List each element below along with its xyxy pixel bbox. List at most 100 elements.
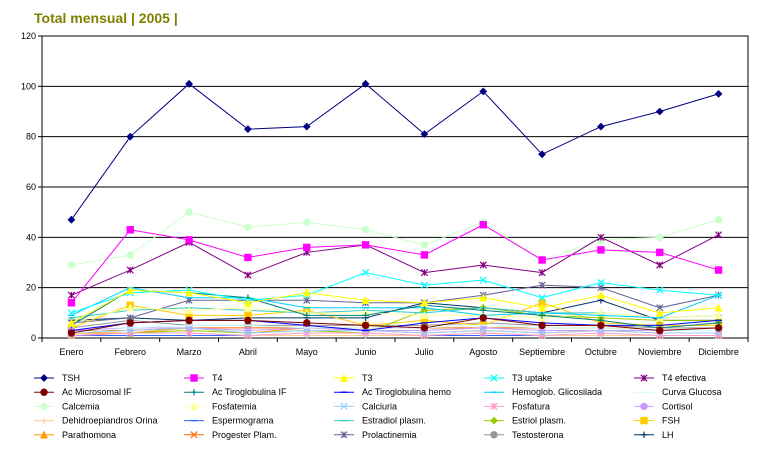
legend-label: Hemoglob. Glicosilada bbox=[512, 387, 602, 397]
series-line bbox=[71, 234, 719, 296]
x-tick-label: Marzo bbox=[177, 347, 202, 357]
data-point bbox=[243, 298, 252, 307]
x-tick-label: Noviembre bbox=[638, 347, 682, 357]
legend-item: Testosterona bbox=[484, 430, 564, 440]
data-point bbox=[714, 324, 723, 332]
legend-item: Estradiol plasm. bbox=[334, 416, 426, 426]
data-point bbox=[420, 311, 429, 320]
legend-item: Fosfatemia bbox=[184, 401, 257, 411]
series-line bbox=[71, 287, 719, 319]
data-point bbox=[361, 241, 370, 249]
data-point bbox=[361, 268, 370, 277]
data-point bbox=[361, 295, 370, 304]
legend-label: Curva Glucosa bbox=[662, 387, 722, 397]
legend-label: Estradiol plasm. bbox=[362, 416, 426, 426]
legend-item: Fosfatura bbox=[484, 401, 550, 411]
data-point bbox=[479, 276, 487, 284]
x-axis-ticks: Enero Febrero Marzo Abril Mayo Junio Julio Agos… bbox=[59, 347, 738, 357]
data-point bbox=[67, 299, 76, 307]
data-point bbox=[655, 308, 664, 317]
data-point bbox=[303, 243, 311, 252]
data-point bbox=[479, 326, 487, 335]
data-point bbox=[538, 256, 546, 264]
data-point bbox=[714, 216, 723, 224]
legend-marker bbox=[40, 402, 48, 411]
data-point bbox=[302, 122, 311, 131]
legend-item: Prolactinemia bbox=[334, 430, 417, 440]
legend-label: Ac Microsomal IF bbox=[62, 387, 132, 397]
legend-marker bbox=[189, 402, 199, 411]
legend-marker bbox=[339, 373, 349, 382]
y-axis-ticks: 0 20 40 60 80 100 120 bbox=[21, 31, 36, 343]
x-tick-label: Enero bbox=[59, 347, 83, 357]
series-line bbox=[71, 211, 719, 266]
y-tick-label: 120 bbox=[21, 31, 36, 41]
data-point bbox=[479, 314, 487, 322]
data-point bbox=[126, 319, 134, 327]
legend-label: FSH bbox=[662, 416, 680, 426]
data-point bbox=[538, 321, 546, 330]
data-point bbox=[185, 288, 194, 297]
data-point bbox=[244, 316, 252, 325]
legend-marker bbox=[490, 431, 498, 439]
y-tick-label: 100 bbox=[21, 81, 36, 91]
data-point bbox=[302, 288, 311, 297]
legend-item: LH bbox=[634, 430, 674, 440]
x-tick-label: Mayo bbox=[296, 347, 318, 357]
series-t3 bbox=[67, 285, 723, 327]
series-line bbox=[71, 307, 719, 324]
series-line bbox=[71, 317, 719, 334]
legend-marker bbox=[190, 431, 198, 439]
data-point bbox=[185, 208, 193, 216]
data-point bbox=[656, 286, 664, 294]
legend-item: Espermograma bbox=[184, 416, 274, 426]
data-point bbox=[656, 233, 664, 242]
legend-marker bbox=[490, 374, 498, 382]
legend-item: T3 uptake bbox=[484, 373, 552, 383]
x-tick-label: Junio bbox=[355, 347, 377, 357]
data-point bbox=[597, 246, 605, 254]
legend-marker bbox=[640, 402, 648, 411]
legend-marker bbox=[340, 431, 348, 439]
data-point bbox=[420, 281, 429, 289]
legend-label: Progester Plam. bbox=[212, 430, 277, 440]
legend-label: Testosterona bbox=[512, 430, 564, 440]
data-point bbox=[361, 226, 370, 234]
data-point bbox=[538, 150, 546, 159]
legend-item: Dehidroepiandros Orina bbox=[34, 416, 158, 426]
legend-label: T4 efectiva bbox=[662, 373, 706, 383]
data-point bbox=[185, 316, 193, 325]
data-point bbox=[67, 291, 76, 299]
legend-marker bbox=[640, 416, 648, 425]
data-point bbox=[362, 312, 369, 319]
data-point bbox=[714, 266, 723, 274]
data-point bbox=[538, 281, 546, 289]
grid bbox=[38, 35, 749, 342]
data-point bbox=[479, 293, 488, 302]
series-line bbox=[71, 289, 719, 324]
legend-item: Ac Tiroglobulina IF bbox=[184, 387, 287, 397]
data-point bbox=[67, 215, 76, 224]
data-point bbox=[67, 309, 76, 317]
data-point bbox=[303, 312, 310, 319]
legend-label: Ac Tiroglobulina hemo bbox=[362, 387, 451, 397]
data-point bbox=[303, 218, 311, 226]
series-line bbox=[71, 327, 719, 334]
data-point bbox=[597, 233, 605, 241]
x-tick-label: Agosto bbox=[469, 347, 497, 357]
data-point bbox=[538, 312, 546, 319]
data-point bbox=[420, 324, 429, 332]
data-point bbox=[244, 125, 252, 134]
data-point bbox=[596, 290, 605, 299]
series-tsh bbox=[67, 79, 723, 224]
legend-marker bbox=[40, 388, 48, 396]
data-point bbox=[126, 266, 134, 274]
legend-item: FSH bbox=[634, 416, 680, 426]
data-point bbox=[126, 285, 135, 294]
data-point bbox=[656, 248, 664, 257]
series-line bbox=[71, 332, 719, 336]
data-point bbox=[480, 307, 487, 314]
data-point bbox=[244, 271, 252, 279]
x-tick-label: Diciembre bbox=[698, 347, 739, 357]
legend-label: Dehidroepiandros Orina bbox=[62, 416, 158, 426]
